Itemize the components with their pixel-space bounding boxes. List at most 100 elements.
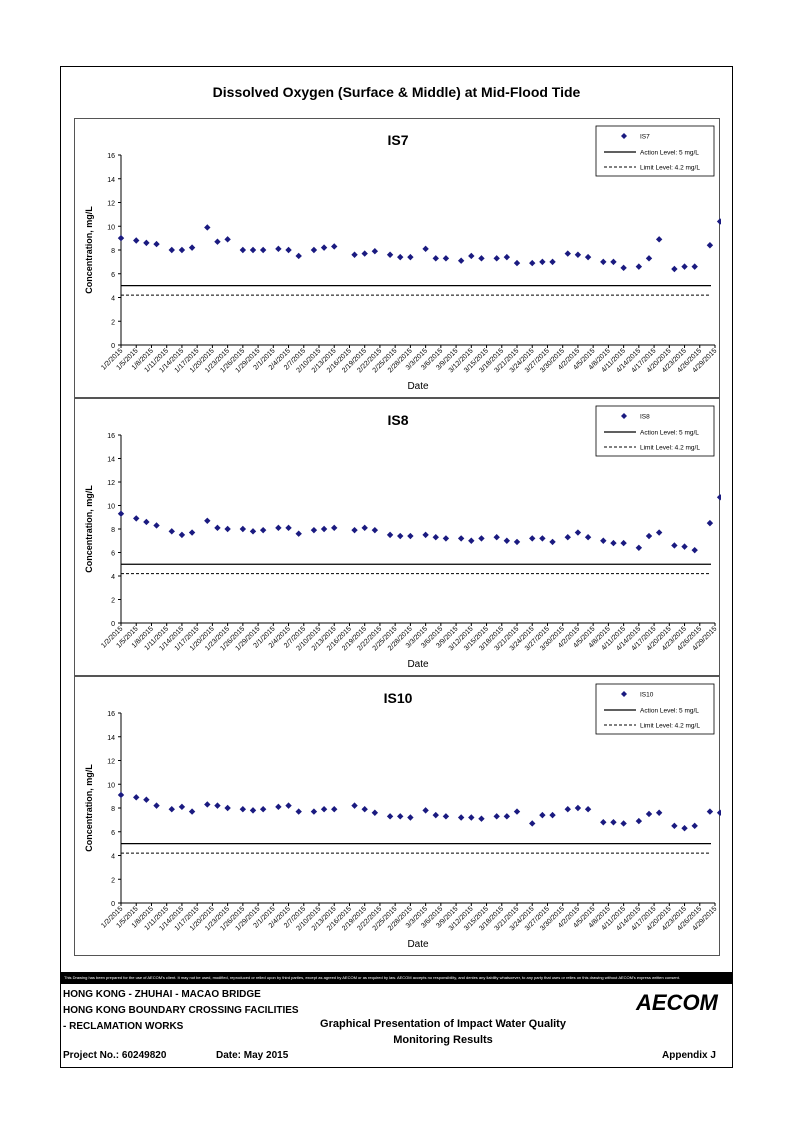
- data-point: [635, 263, 643, 270]
- data-point: [153, 240, 160, 248]
- data-point: [331, 243, 338, 250]
- data-point: [681, 543, 688, 550]
- data-point: [574, 529, 582, 536]
- data-point: [275, 524, 282, 532]
- data-point: [143, 796, 150, 803]
- data-point: [645, 532, 653, 540]
- data-point: [468, 814, 475, 821]
- data-point: [204, 801, 211, 808]
- data-point: [285, 802, 292, 809]
- y-axis-label: Concentration, mg/L: [84, 485, 94, 573]
- data-point: [407, 814, 414, 821]
- data-point: [564, 534, 571, 541]
- y-tick-label: 12: [107, 759, 115, 766]
- data-point: [168, 528, 175, 535]
- data-point: [442, 535, 450, 542]
- appendix-label: Appendix J: [662, 1050, 716, 1061]
- data-point: [259, 805, 267, 813]
- data-point: [133, 237, 140, 244]
- data-point: [117, 234, 125, 242]
- data-point: [539, 811, 546, 819]
- data-point: [295, 252, 302, 260]
- data-point: [529, 535, 536, 542]
- data-point: [361, 524, 368, 532]
- data-point: [584, 534, 592, 541]
- data-point: [320, 244, 328, 251]
- data-point: [620, 539, 627, 547]
- data-point: [645, 255, 653, 262]
- y-tick-label: 2: [111, 877, 115, 884]
- data-point: [457, 814, 465, 821]
- y-tick-label: 8: [111, 527, 115, 534]
- data-point: [432, 811, 439, 819]
- data-point: [706, 242, 714, 249]
- data-point: [503, 537, 511, 544]
- data-point: [468, 252, 475, 260]
- data-point: [386, 531, 394, 539]
- chart-title: IS7: [387, 132, 408, 148]
- legend-series-label: IS10: [640, 692, 654, 699]
- data-point: [584, 805, 592, 813]
- footer-line3: - RECLAMATION WORKS: [63, 1021, 184, 1032]
- data-point: [178, 531, 186, 539]
- footer-line1: HONG KONG - ZHUHAI - MACAO BRIDGE: [63, 989, 261, 1000]
- data-point: [331, 524, 338, 532]
- data-point: [716, 218, 721, 225]
- data-point: [681, 263, 688, 270]
- data-point: [153, 522, 160, 529]
- legend-marker: [621, 691, 627, 697]
- y-axis-label: Concentration, mg/L: [84, 206, 94, 294]
- data-point: [539, 258, 546, 266]
- data-point: [600, 258, 607, 266]
- y-axis-label: Concentration, mg/L: [84, 764, 94, 852]
- data-point: [513, 259, 521, 267]
- legend-series-label: IS7: [640, 134, 650, 141]
- data-point: [478, 535, 485, 542]
- data-point: [275, 803, 282, 811]
- data-point: [397, 532, 404, 540]
- data-point: [188, 529, 196, 536]
- data-point: [397, 813, 404, 820]
- data-point: [503, 813, 511, 820]
- data-point: [295, 808, 302, 815]
- legend-action-label: Action Level: 5 mg/L: [640, 430, 699, 437]
- y-tick-label: 10: [107, 224, 115, 231]
- x-axis-label: Date: [407, 939, 429, 950]
- y-tick-label: 0: [111, 901, 115, 908]
- disclaimer: This Drawing has been prepared for the u…: [60, 972, 733, 984]
- page-title: Dissolved Oxygen (Surface & Middle) at M…: [212, 84, 581, 100]
- data-point: [468, 537, 475, 544]
- y-tick-label: 4: [111, 296, 115, 303]
- y-tick-label: 10: [107, 782, 115, 789]
- y-tick-label: 16: [107, 153, 115, 160]
- data-point: [635, 544, 643, 551]
- chart-title: IS8: [387, 412, 408, 428]
- data-point: [493, 255, 500, 262]
- data-point: [478, 255, 485, 262]
- data-point: [204, 224, 211, 231]
- data-point: [584, 253, 592, 261]
- report-date: Date: May 2015: [216, 1050, 289, 1061]
- data-point: [620, 820, 627, 827]
- data-point: [564, 250, 571, 257]
- data-point: [422, 807, 429, 814]
- data-point: [442, 813, 450, 820]
- aecom-logo: AECOM: [636, 990, 718, 1015]
- y-tick-label: 16: [107, 711, 115, 718]
- y-tick-label: 14: [107, 177, 115, 184]
- y-tick-label: 8: [111, 248, 115, 255]
- report-subtitle-2: Monitoring Results: [393, 1034, 493, 1046]
- data-point: [224, 236, 231, 243]
- data-point: [133, 515, 140, 522]
- data-point: [610, 258, 617, 266]
- y-tick-label: 2: [111, 598, 115, 605]
- data-point: [249, 807, 257, 814]
- data-point: [310, 808, 318, 815]
- y-tick-label: 2: [111, 319, 115, 326]
- data-point: [214, 802, 221, 809]
- data-point: [574, 804, 582, 812]
- data-point: [310, 246, 318, 254]
- data-point: [422, 531, 429, 539]
